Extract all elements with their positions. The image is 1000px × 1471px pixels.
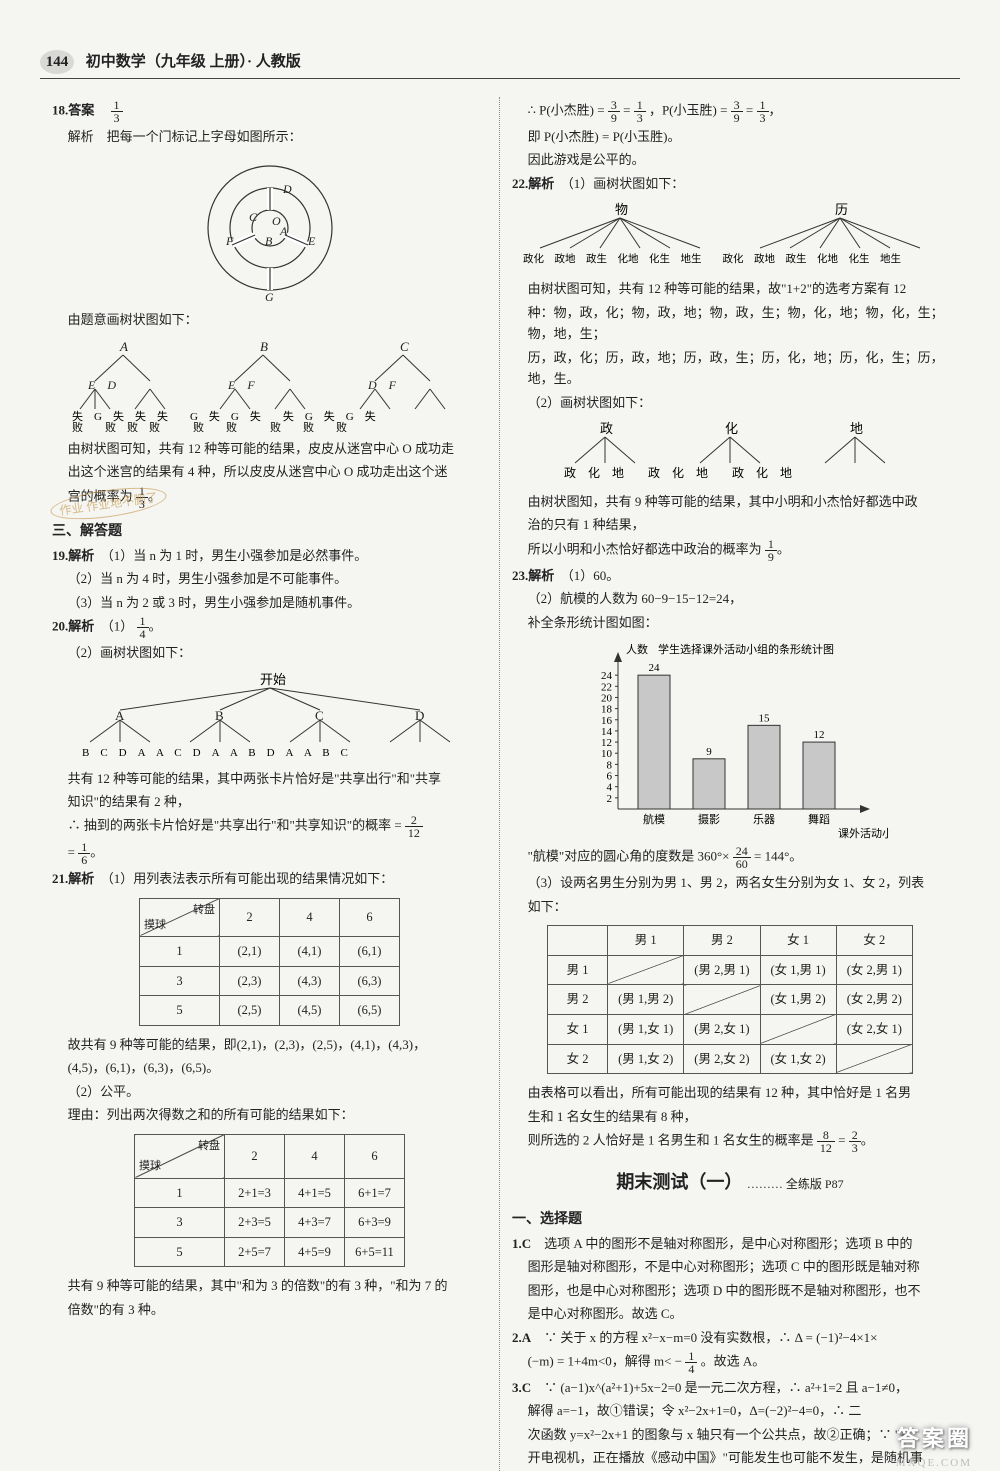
svg-text:C: C — [315, 708, 324, 723]
svg-text:化: 化 — [725, 421, 738, 436]
svg-text:物: 物 — [615, 202, 628, 217]
svg-text:18: 18 — [601, 704, 613, 716]
svg-text:历: 历 — [835, 202, 848, 217]
mc-heading: 一、选择题 — [512, 1208, 948, 1231]
svg-text:G: G — [265, 290, 274, 303]
q19-l3: （3）当 n 为 2 或 3 时，男生小强参加是随机事件。 — [52, 592, 487, 613]
q18-circle-diagram: D C O A F B E G — [180, 153, 360, 303]
q19-l2: （2）当 n 为 4 时，男生小强参加是不可能事件。 — [52, 568, 487, 589]
svg-text:9: 9 — [706, 746, 712, 758]
q18-l3b: 出这个迷宫的结果有 4 种，所以皮皮从迷宫中心 O 成功走出这个迷 — [52, 461, 487, 482]
svg-text:败 败 败 败 败 败 败 败 败: 败 败 败 败 败 败 败 败 败 — [72, 420, 347, 432]
watermark: 答案圈 — [897, 1421, 972, 1453]
svg-text:14: 14 — [601, 726, 613, 738]
test-title: 期末测试（一） — [616, 1172, 742, 1192]
mc-q2: 2.A — [512, 1330, 531, 1345]
q22-tree1: 物 历 政化 政地 政生 化地 化生 地生 政化 政地 政生 化地 化生 地生 — [515, 200, 945, 272]
svg-text:B: B — [265, 234, 273, 248]
svg-text:22: 22 — [601, 681, 612, 693]
mc-q3: 3.C — [512, 1380, 531, 1395]
left-column: 18.答案 13 解析 把每一个门标记上字母如图所示： D C O A F B … — [40, 97, 500, 1471]
svg-text:16: 16 — [601, 715, 613, 727]
svg-text:乐器: 乐器 — [753, 813, 775, 826]
svg-text:20: 20 — [601, 693, 613, 705]
svg-text:2: 2 — [607, 793, 613, 805]
svg-text:政 化 地 政 化 地 政 化 地: 政 化 地 政 化 地 政 化 地 — [564, 466, 792, 480]
q20-l3: 共有 12 种等可能的结果，其中两张卡片恰好是"共享出行"和"共享 — [52, 768, 487, 789]
svg-text:4: 4 — [607, 782, 613, 794]
svg-text:政: 政 — [600, 421, 613, 436]
svg-text:E F: E F — [227, 378, 255, 392]
q22-tree2: 政 化 地 政 化 地 政 化 地 政 化 地 — [530, 419, 930, 485]
svg-text:12: 12 — [601, 737, 612, 749]
svg-text:10: 10 — [601, 748, 613, 760]
q23-label: 23.解析 — [512, 568, 554, 583]
svg-text:C: C — [249, 210, 258, 224]
svg-text:24: 24 — [601, 670, 613, 682]
svg-text:A: A — [115, 708, 125, 723]
svg-text:D: D — [415, 708, 424, 723]
right-column: ∴ P(小杰胜) = 39 = 13 ，P(小玉胜) = 39 = 13， 即 … — [500, 97, 960, 1471]
page-number: 144 — [40, 50, 74, 74]
svg-text:A: A — [119, 339, 128, 354]
svg-text:F: F — [225, 234, 234, 248]
q21-table2: 转盘摸球 246 12+1=34+1=56+1=7 32+3=54+3=76+3… — [134, 1134, 405, 1268]
q18-line2: 由题意画树状图如下： — [52, 309, 487, 330]
q20-l3b: 知识"的结果有 2 种， — [52, 791, 487, 812]
svg-text:C: C — [400, 339, 409, 354]
q23-bar-chart: 24681012141618202224人数学生选择课外活动小组的条形统计图课外… — [570, 639, 890, 839]
sec3-heading: 三、解答题 — [52, 520, 487, 543]
svg-text:E D: E D — [87, 378, 116, 392]
header-title: 初中数学（九年级 上册）· 人教版 — [86, 54, 301, 70]
svg-text:摄影: 摄影 — [698, 812, 720, 826]
q19-label: 19.解析 — [52, 548, 94, 563]
q20-label: 20.解析 — [52, 619, 94, 634]
q18-label: 18.答案 — [52, 102, 94, 117]
svg-text:B C D A A C D A A B D A A B C: B C D A A C D A A B D A A B C — [82, 747, 348, 759]
svg-text:舞蹈: 舞蹈 — [808, 813, 830, 826]
q20-l4pre: ∴ 抽到的两张卡片恰好是"共享出行"和"共享知识"的概率 = — [68, 818, 405, 833]
q18-tree: A B C E D E F D F 失 G 失 失 失 G 失 G 失 失 G … — [60, 337, 480, 432]
svg-text:政化 政地 政生 化地 化生 地生 政化 政地 政生 化地: 政化 政地 政生 化地 化生 地生 政化 政地 政生 化地 化生 地生 — [523, 252, 901, 265]
header-rule — [40, 78, 960, 79]
svg-text:人数: 人数 — [626, 643, 648, 656]
q21-label: 21.解析 — [52, 871, 94, 886]
svg-text:D F: D F — [367, 378, 397, 392]
svg-text:A: A — [279, 224, 288, 238]
test-sub: ……… 全练版 P87 — [747, 1177, 844, 1191]
svg-text:B: B — [260, 339, 268, 354]
q20-tree: 开始 A B C D B C D A A C D A A B D A A B C — [60, 670, 480, 762]
q18-l3a: 由树状图可知，共有 12 种等可能的结果，皮皮从迷宫中心 O 成功走 — [52, 438, 487, 459]
svg-text:地: 地 — [850, 421, 863, 436]
svg-text:15: 15 — [759, 712, 771, 724]
svg-text:6: 6 — [607, 771, 613, 783]
svg-text:B: B — [215, 708, 224, 723]
watermark-sub: MXQE.COM — [896, 1457, 972, 1469]
svg-text:8: 8 — [607, 760, 613, 772]
q18-line1: 解析 把每一个门标记上字母如图所示： — [52, 126, 487, 147]
svg-text:航模: 航模 — [643, 812, 665, 826]
q22-label: 22.解析 — [512, 176, 554, 191]
svg-text:E: E — [307, 234, 316, 248]
q23-table: 男 1男 2女 1女 2 男 1(男 2,男 1)(女 1,男 1)(女 2,男… — [547, 925, 913, 1074]
mc-q1: 1.C — [512, 1236, 531, 1251]
svg-text:开始: 开始 — [260, 672, 286, 687]
svg-text:学生选择课外活动小组的条形统计图: 学生选择课外活动小组的条形统计图 — [658, 642, 834, 656]
q20-p2: （2）画树状图如下： — [52, 642, 487, 663]
svg-text:D: D — [282, 182, 292, 196]
svg-text:12: 12 — [814, 729, 825, 741]
svg-text:24: 24 — [649, 662, 661, 674]
q21-table1: 转盘摸球 246 1(2,1)(4,1)(6,1) 3(2,3)(4,3)(6,… — [139, 898, 400, 1026]
svg-text:课外活动小组: 课外活动小组 — [838, 826, 890, 839]
